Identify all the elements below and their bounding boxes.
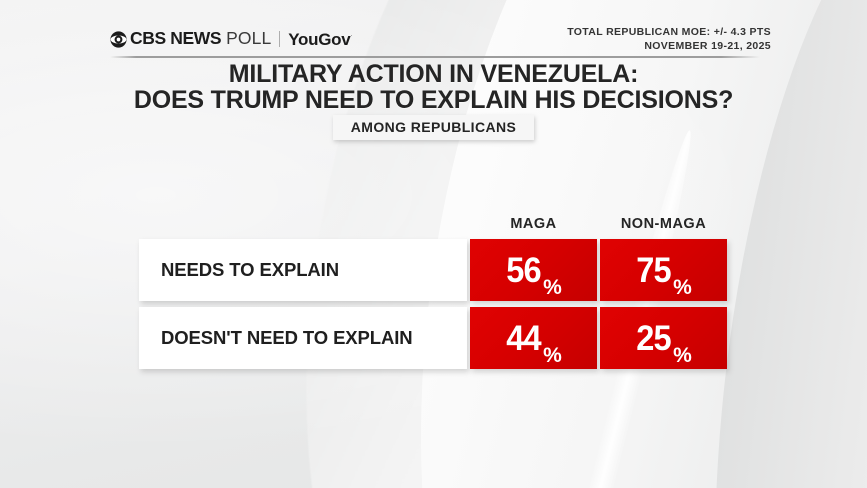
moe-line-2: NOVEMBER 19-21, 2025 — [644, 39, 771, 52]
brand-network-label: CBS NEWS — [130, 28, 222, 49]
value-percent-sign: % — [543, 344, 562, 367]
cbs-eye-icon — [110, 30, 127, 48]
value-number: 56 — [506, 250, 541, 290]
value-percent-sign: % — [673, 276, 692, 299]
column-headers: MAGA NON-MAGA — [0, 216, 867, 238]
brand-poll-label: POLL — [226, 28, 272, 49]
value-cell-maga: 44% — [470, 307, 597, 369]
row-label-cell: NEEDS TO EXPLAIN — [139, 239, 467, 301]
header-divider-rule — [110, 56, 760, 58]
page-title: MILITARY ACTION IN VENEZUELA: DOES TRUMP… — [0, 61, 867, 113]
results-table: NEEDS TO EXPLAIN 56% 75% DOESN'T NEED TO… — [139, 239, 727, 375]
subtitle-wrapper: AMONG REPUBLICANS — [0, 115, 867, 140]
brand-divider — [279, 31, 281, 47]
row-label-text: DOESN'T NEED TO EXPLAIN — [161, 327, 413, 348]
margin-of-error-block: TOTAL REPUBLICAN MOE: +/- 4.3 PTS NOVEMB… — [567, 26, 771, 53]
row-label-cell: DOESN'T NEED TO EXPLAIN — [139, 307, 467, 369]
value-cell-maga: 56% — [470, 239, 597, 301]
value-cell-non-maga: 75% — [600, 239, 727, 301]
value-percent-sign: % — [543, 276, 562, 299]
column-header-maga: MAGA — [510, 216, 557, 232]
subtitle-banner: AMONG REPUBLICANS — [332, 115, 535, 140]
brand-partner-mark: ˙ — [350, 34, 354, 44]
value-cell-non-maga: 25% — [600, 307, 727, 369]
value-number: 75 — [636, 250, 671, 290]
brand-logo: CBS NEWS POLL YouGov ˙ — [110, 28, 353, 50]
table-row: DOESN'T NEED TO EXPLAIN 44% 25% — [139, 307, 727, 369]
title-line-2: DOES TRUMP NEED TO EXPLAIN HIS DECISIONS… — [133, 86, 734, 114]
title-line-1: MILITARY ACTION IN VENEZUELA: — [228, 60, 639, 88]
value-percent-sign: % — [673, 344, 692, 367]
brand-partner-label: YouGov — [288, 29, 351, 49]
row-label-text: NEEDS TO EXPLAIN — [161, 259, 339, 280]
value-number: 25 — [636, 318, 671, 358]
header: CBS NEWS POLL YouGov ˙ TOTAL REPUBLICAN … — [0, 0, 867, 58]
table-row: NEEDS TO EXPLAIN 56% 75% — [139, 239, 727, 301]
column-header-non-maga: NON-MAGA — [620, 216, 707, 232]
moe-line-1: TOTAL REPUBLICAN MOE: +/- 4.3 PTS — [567, 26, 771, 38]
value-number: 44 — [506, 318, 541, 358]
